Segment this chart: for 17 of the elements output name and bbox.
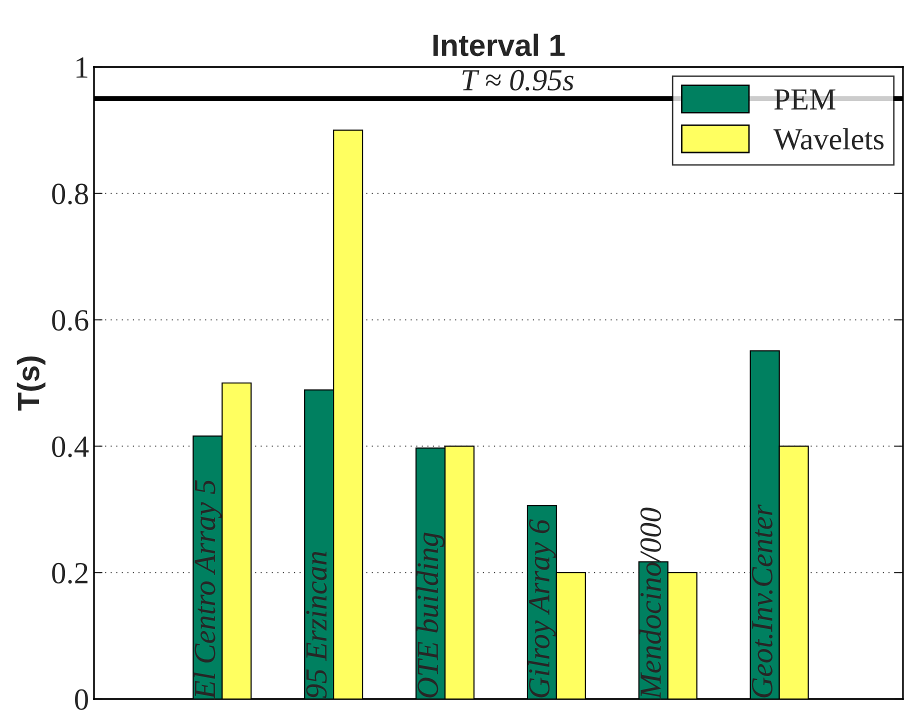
x-tick-label: Mendocino/000 <box>640 508 662 700</box>
x-tick-label: El Centro Array 5 <box>194 480 222 700</box>
y-tick-label: 1 <box>76 57 88 78</box>
y-tick-label: 0.8 <box>52 184 88 204</box>
x-tick-label: Gilroy Array 6 <box>528 519 556 698</box>
x-tick-label: OTE building <box>416 532 444 698</box>
ref-line-label: T ≈ 0.95s <box>462 70 574 91</box>
legend-label: PEM <box>774 89 836 110</box>
y-tick-label: 0.4 <box>52 436 89 458</box>
y-tick-label: 0 <box>75 689 88 710</box>
y-axis-title: T(s) <box>16 356 46 411</box>
x-tick-label: 95 Erzincan <box>306 552 327 698</box>
x-tick-label: Geot.Inv.Center <box>752 504 773 698</box>
legend-label: Wavelets <box>773 128 884 150</box>
y-tick-label: 0.2 <box>52 562 88 584</box>
y-tick-label: 0.6 <box>52 310 88 331</box>
chart-title: Interval 1 <box>433 34 565 56</box>
